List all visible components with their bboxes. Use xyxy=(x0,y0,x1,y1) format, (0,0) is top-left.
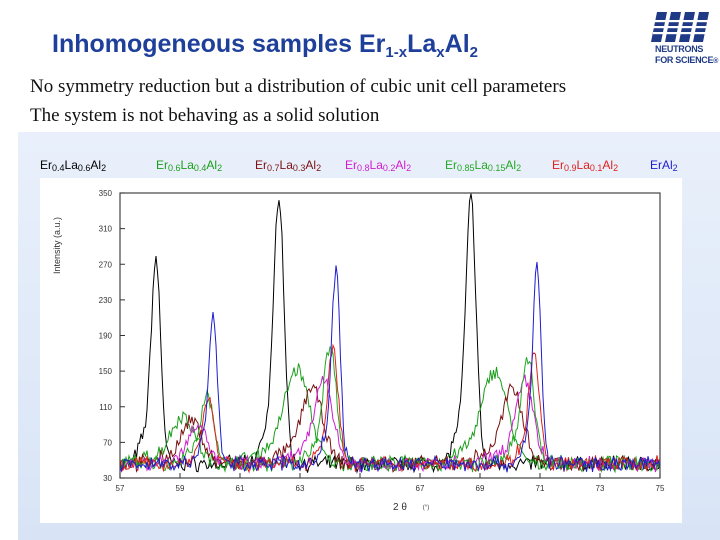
y-tick-label-1: 70 xyxy=(103,438,112,447)
legend-item-5: Er0.9La0.1Al2 xyxy=(552,158,619,173)
x-tick-label-9: 75 xyxy=(656,484,665,493)
title-part-3: x xyxy=(436,44,445,61)
logo-text: NEUTRONS FOR SCIENCE® xyxy=(655,44,718,67)
x-tick-label-4: 65 xyxy=(356,484,365,493)
subtitle-line-2: The system is not behaving as a solid so… xyxy=(30,105,380,126)
legend-item-2: Er0.7La0.3Al2 xyxy=(255,158,322,173)
y-tick-label-6: 270 xyxy=(99,260,113,269)
y-tick-label-0: 30 xyxy=(103,474,112,483)
x-tick-label-1: 59 xyxy=(176,484,185,493)
logo-line-2: FOR SCIENCE® xyxy=(655,55,719,65)
series-line-6 xyxy=(119,261,661,473)
title-part-0: Inhomogeneous samples Er xyxy=(52,30,386,58)
x-tick-label-2: 61 xyxy=(236,484,245,493)
y-tick-label-5: 230 xyxy=(99,296,113,305)
x-tick-label-6: 69 xyxy=(476,484,485,493)
legend-item-4: Er0.85La0.15Al2 xyxy=(445,158,522,173)
title-part-1: 1-x xyxy=(385,44,408,61)
x-tick-label-0: 57 xyxy=(116,484,125,493)
x-axis-label: 2 θ xyxy=(393,502,407,513)
y-tick-label-4: 190 xyxy=(99,332,113,341)
series-line-4 xyxy=(119,345,661,474)
slide-title: Inhomogeneous samples Er1-xLaxAl2 xyxy=(52,30,478,61)
subtitle-line-1: No symmetry reduction but a distribution… xyxy=(30,76,567,97)
title-part-5: 2 xyxy=(469,44,478,61)
x-tick-label-8: 73 xyxy=(596,484,605,493)
y-tick-label-7: 310 xyxy=(99,225,113,234)
x-axis-unit: (°) xyxy=(423,505,429,511)
logo-line-1: NEUTRONS xyxy=(655,44,704,54)
title-part-4: Al xyxy=(444,30,470,58)
legend-item-1: Er0.6La0.4Al2 xyxy=(156,158,223,173)
x-tick-label-5: 67 xyxy=(416,484,425,493)
x-tick-label-3: 63 xyxy=(296,484,305,493)
y-tick-label-8: 350 xyxy=(99,189,113,198)
legend-item-3: Er0.8La0.2Al2 xyxy=(345,158,412,173)
legend-item-0: Er0.4La0.6Al2 xyxy=(40,158,107,173)
ill-logo-icon xyxy=(633,6,717,72)
x-tick-label-7: 71 xyxy=(536,484,545,493)
title-part-2: La xyxy=(407,30,437,58)
y-tick-label-2: 110 xyxy=(99,403,112,412)
y-tick-label-3: 150 xyxy=(99,367,113,376)
y-axis-label: Intensity (a.u.) xyxy=(52,217,62,274)
legend-item-6: ErAl2 xyxy=(650,158,678,173)
